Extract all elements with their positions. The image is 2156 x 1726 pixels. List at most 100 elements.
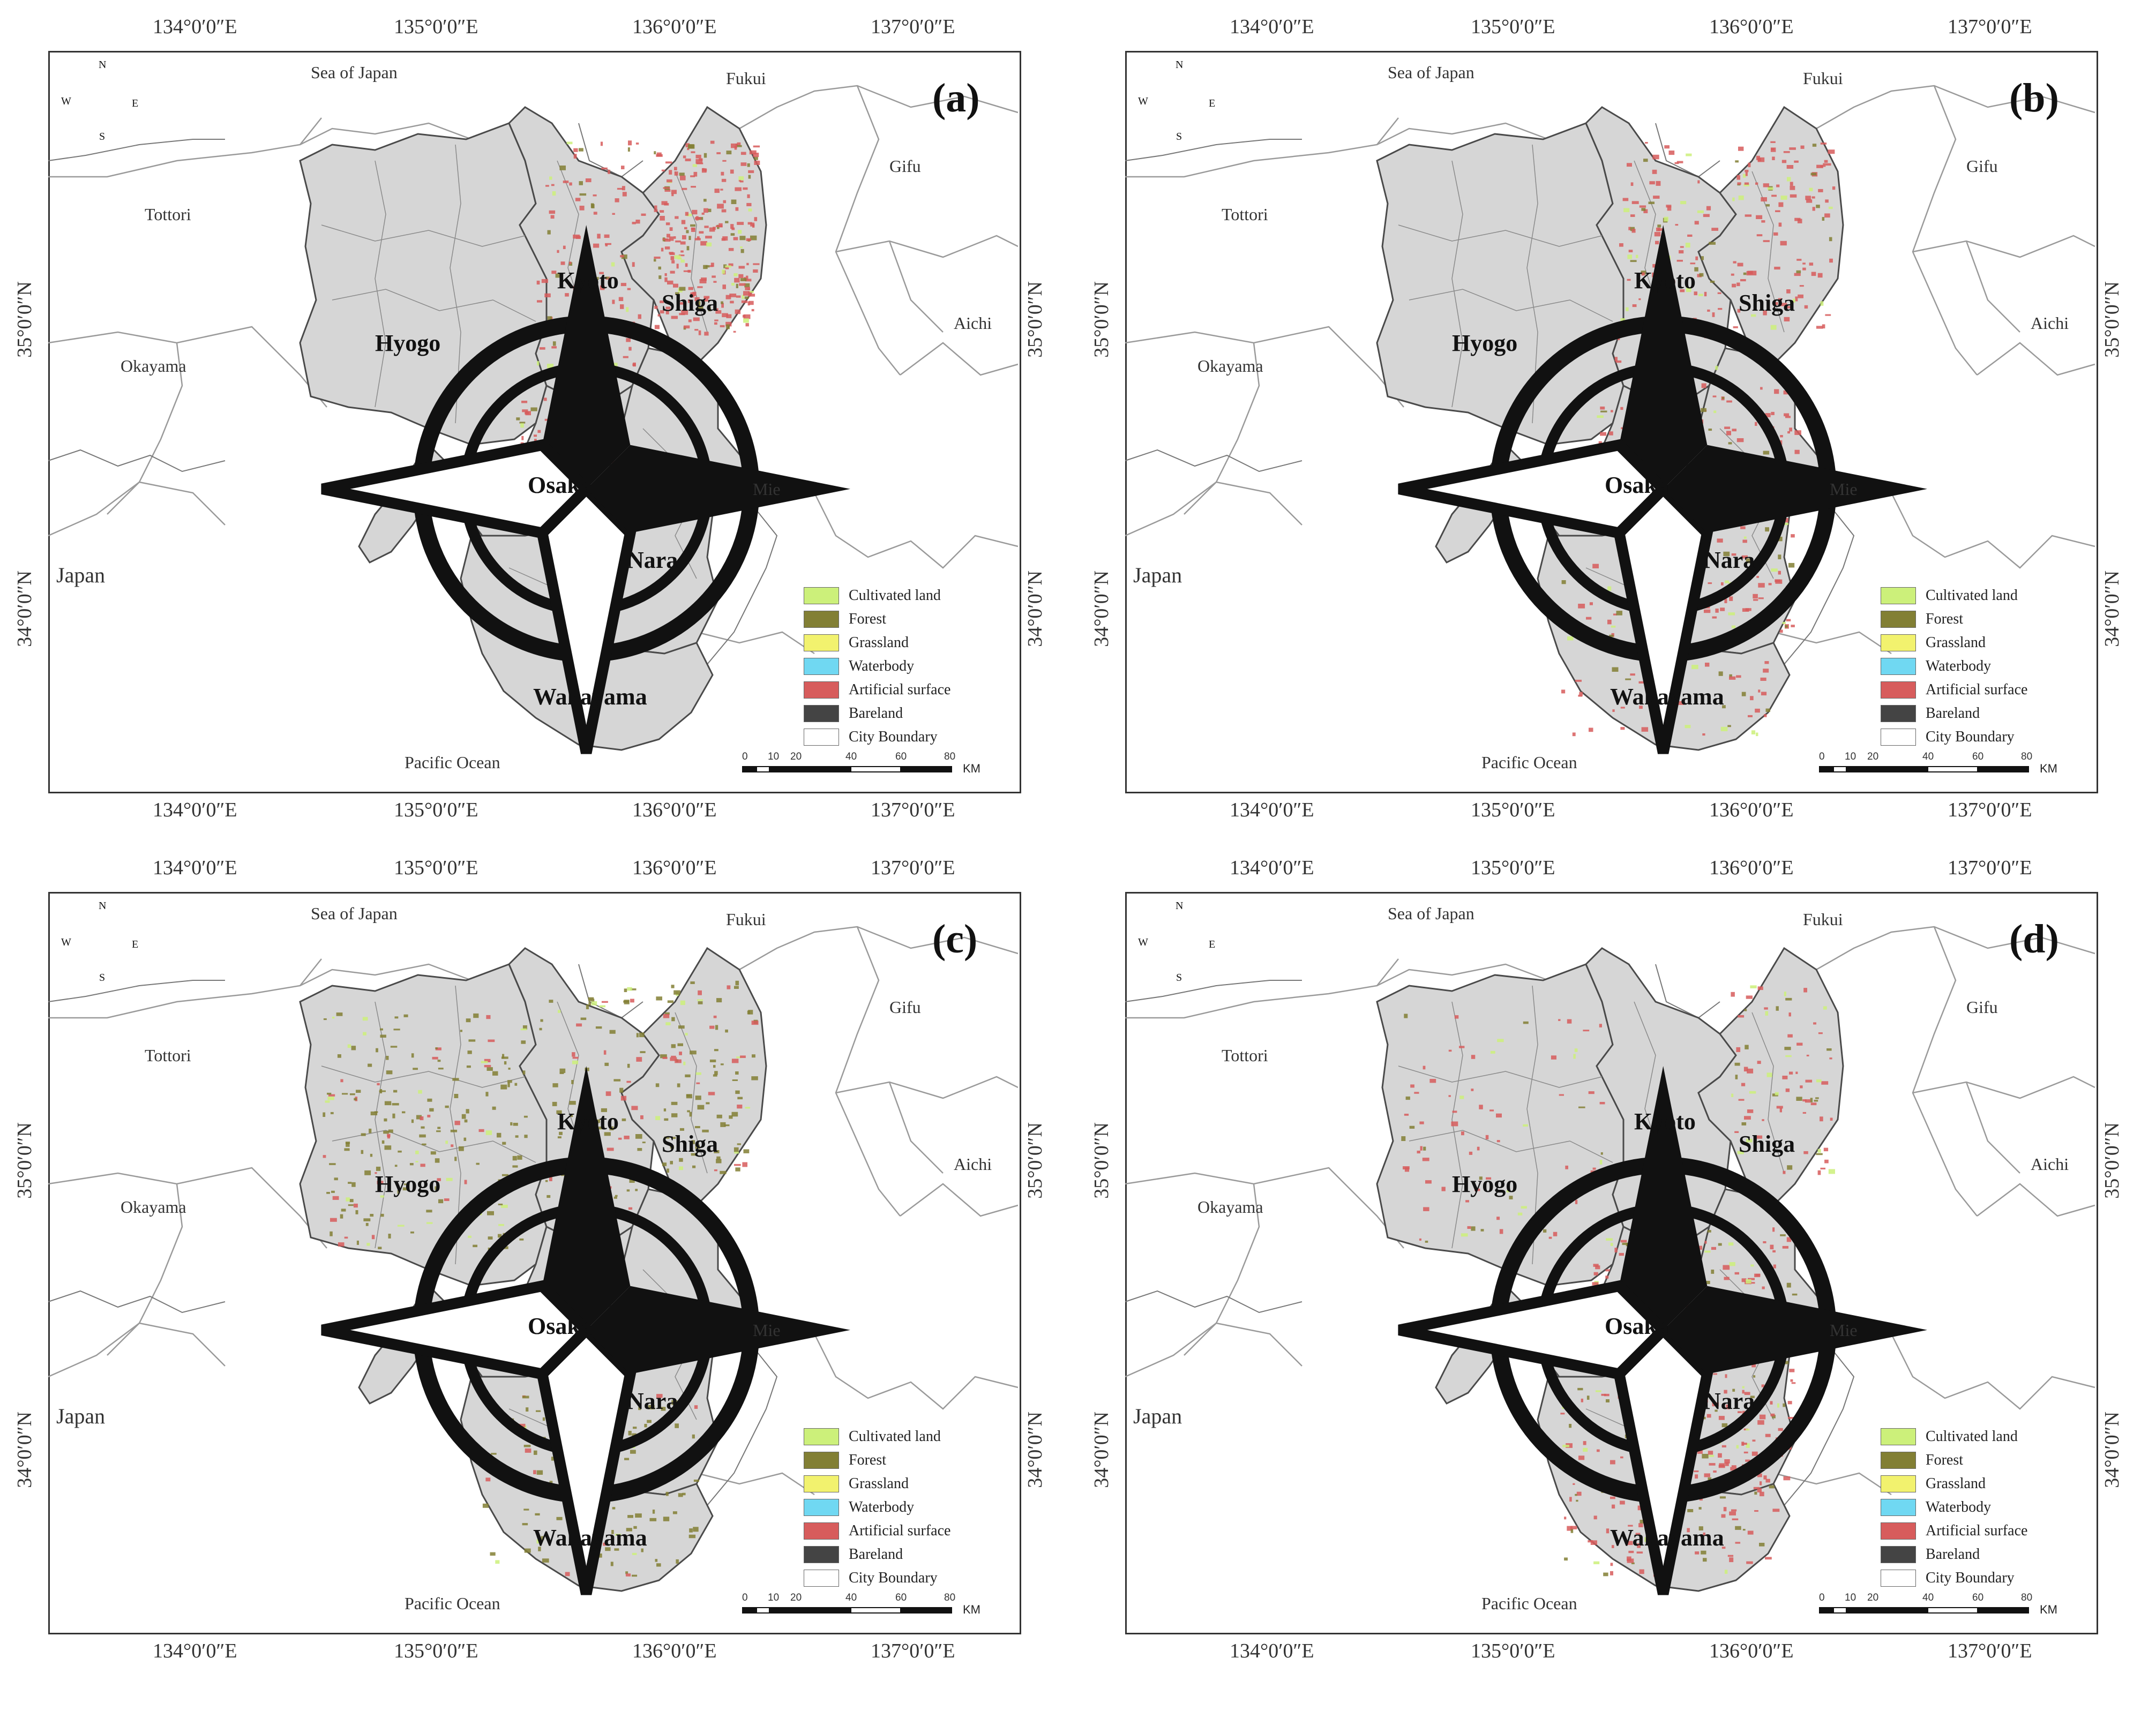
- lat-tick-left: 34°0′0″N: [1090, 571, 1113, 647]
- land-cover-patch: [613, 1196, 617, 1199]
- land-cover-patch: [327, 1092, 332, 1095]
- land-cover-patch: [1567, 1526, 1573, 1531]
- land-cover-patch: [632, 222, 636, 224]
- scale-segment: [1847, 766, 1874, 772]
- land-cover-patch: [437, 1060, 441, 1062]
- land-cover-patch: [1789, 1369, 1795, 1372]
- land-cover-patch: [549, 1177, 552, 1181]
- land-cover-patch: [386, 1056, 389, 1060]
- lon-tick-bottom: 134°0′0″E: [153, 1640, 237, 1662]
- land-cover-patch: [692, 1434, 695, 1439]
- land-cover-patch: [1755, 1274, 1761, 1277]
- land-cover-patch: [1789, 427, 1792, 432]
- land-cover-patch: [1640, 1520, 1644, 1524]
- land-cover-patch: [557, 250, 559, 253]
- land-cover-patch: [552, 1083, 558, 1087]
- land-cover-patch: [633, 362, 636, 367]
- land-cover-patch: [498, 1234, 502, 1238]
- land-cover-patch: [1401, 1136, 1406, 1141]
- land-cover-patch: [753, 269, 758, 273]
- land-cover-patch: [1783, 1476, 1791, 1481]
- land-cover-patch: [572, 1056, 579, 1059]
- land-cover-patch: [1697, 210, 1704, 213]
- legend-swatch: [1881, 1499, 1916, 1516]
- land-cover-patch: [1731, 992, 1735, 997]
- land-cover-patch: [662, 1056, 668, 1059]
- legend-swatch: [804, 1522, 839, 1540]
- land-cover-patch: [588, 997, 594, 1000]
- scale-tick: 80: [944, 1592, 956, 1603]
- land-cover-patch: [390, 1046, 398, 1048]
- land-cover-patch: [1680, 289, 1685, 292]
- land-cover-patch: [1783, 151, 1790, 153]
- legend-item: Cultivated land: [804, 1425, 950, 1449]
- land-cover-patch: [613, 1079, 621, 1082]
- wakayama-label: Wakayama: [1610, 1525, 1724, 1551]
- compass-rose-icon: [1398, 225, 1927, 754]
- land-cover-patch: [1790, 186, 1795, 190]
- land-cover-patch: [1521, 1206, 1527, 1209]
- legend-item: City Boundary: [804, 725, 950, 749]
- land-cover-patch: [1686, 153, 1692, 156]
- land-cover-patch: [1723, 551, 1730, 557]
- land-cover-patch: [737, 1143, 741, 1145]
- land-cover-patch: [725, 266, 729, 269]
- land-cover-patch: [1826, 1048, 1832, 1051]
- land-cover-patch: [741, 300, 748, 303]
- land-cover-patch: [1718, 1453, 1722, 1458]
- land-cover-patch: [556, 1110, 562, 1114]
- land-cover-patch: [671, 260, 675, 264]
- land-cover-patch: [736, 145, 742, 147]
- land-cover-patch: [1429, 1079, 1436, 1083]
- land-cover-patch: [679, 172, 685, 176]
- land-cover-patch: [695, 1144, 700, 1149]
- land-cover-patch: [1796, 259, 1802, 261]
- land-cover-patch: [738, 230, 742, 234]
- land-cover-patch: [683, 270, 691, 272]
- land-cover-patch: [569, 1101, 576, 1105]
- land-cover-patch: [1734, 1131, 1739, 1133]
- land-cover-patch: [1635, 1533, 1641, 1535]
- land-cover-patch: [1735, 160, 1739, 163]
- land-cover-patch: [1611, 410, 1613, 412]
- land-cover-patch: [526, 1407, 529, 1412]
- land-cover-patch: [1729, 1511, 1736, 1515]
- land-cover-patch: [748, 208, 752, 212]
- land-cover-patch: [1743, 1067, 1748, 1072]
- land-cover-patch: [1698, 294, 1703, 296]
- land-cover-patch: [692, 1165, 696, 1168]
- lon-tick-top: 135°0′0″E: [394, 16, 478, 38]
- land-cover-patch: [1763, 451, 1770, 455]
- land-cover-patch: [384, 1101, 392, 1106]
- land-cover-patch: [1697, 180, 1700, 184]
- sea-of-japan-label: Sea of Japan: [1388, 63, 1474, 82]
- neighbor-boundaries: [1125, 85, 2095, 655]
- land-cover-patch: [689, 1528, 693, 1533]
- land-cover-patch: [1778, 554, 1781, 559]
- land-cover-patch: [1755, 422, 1757, 426]
- land-cover-patch: [1745, 169, 1749, 172]
- land-cover-patch: [381, 1140, 385, 1144]
- land-cover-patch: [1592, 564, 1599, 568]
- land-cover-patch: [1805, 1099, 1811, 1103]
- land-cover-patch: [626, 1080, 631, 1083]
- land-cover-patch: [661, 1407, 666, 1411]
- land-cover-patch: [1769, 1485, 1775, 1489]
- legend-label: Forest: [1926, 1452, 1963, 1468]
- land-cover-patch: [1765, 204, 1770, 207]
- land-cover-patch: [697, 1105, 705, 1110]
- pacific-ocean-label: Pacific Ocean: [405, 753, 500, 772]
- land-cover-patch: [1485, 1135, 1489, 1139]
- land-cover-patch: [420, 1116, 424, 1121]
- land-cover-patch: [323, 1018, 327, 1020]
- land-cover-patch: [657, 314, 661, 317]
- land-cover-patch: [1778, 1428, 1783, 1431]
- land-cover-patch: [731, 1112, 738, 1117]
- lat-tick-left: 34°0′0″N: [1090, 1412, 1113, 1488]
- land-cover-patch: [1796, 270, 1801, 273]
- land-cover-patch: [427, 1098, 432, 1102]
- land-cover-patch: [731, 143, 737, 148]
- land-cover-patch: [1726, 400, 1732, 403]
- land-cover-patch: [1409, 1125, 1415, 1129]
- japan-label: Japan: [56, 1404, 106, 1428]
